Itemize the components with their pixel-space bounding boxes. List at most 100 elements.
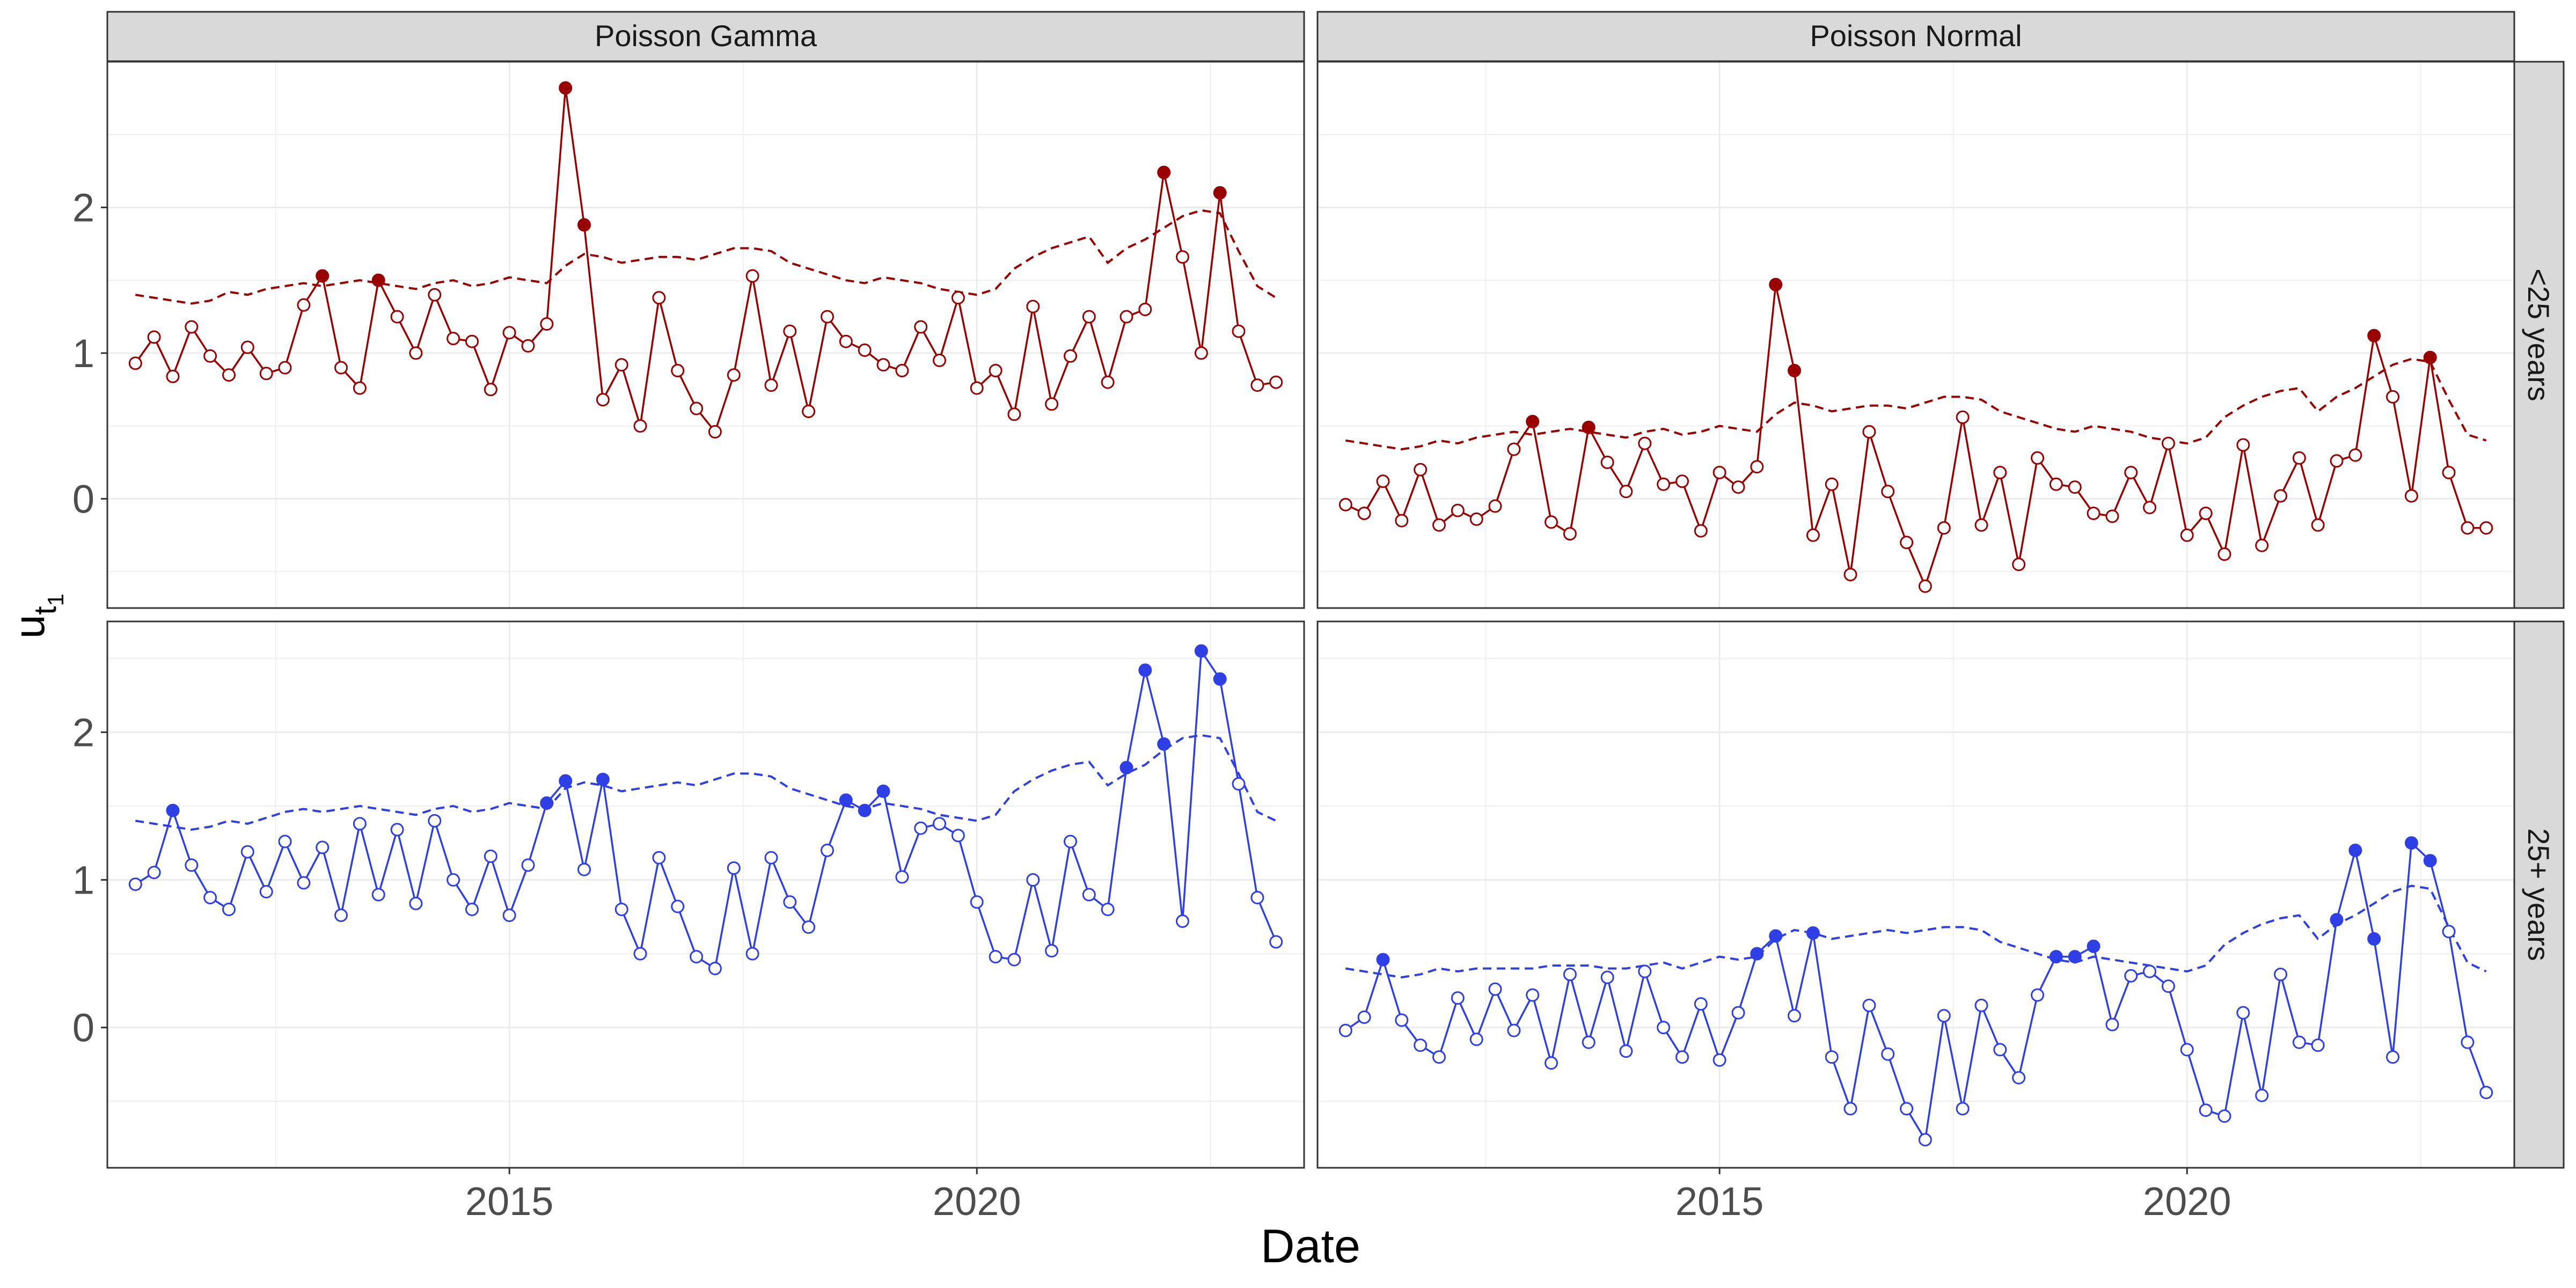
column-strip-label-right: Poisson Normal	[1810, 19, 2022, 53]
data-point	[353, 817, 367, 831]
data-point	[185, 858, 199, 872]
data-point	[1176, 250, 1189, 264]
data-point	[671, 899, 685, 913]
data-point	[764, 851, 778, 865]
data-point	[1937, 521, 1951, 535]
y-axis-title-main: u	[5, 614, 53, 639]
data-point	[1563, 968, 1577, 982]
data-point-exceed	[2049, 950, 2063, 964]
data-point	[1194, 346, 1208, 360]
data-point	[745, 947, 759, 961]
data-point-exceed	[559, 81, 573, 95]
data-point	[1414, 463, 1428, 477]
data-point	[1432, 518, 1446, 532]
data-point	[390, 823, 404, 837]
data-point	[521, 339, 535, 353]
data-point	[1638, 436, 1652, 450]
data-point	[1993, 1043, 2007, 1057]
data-point	[1451, 991, 1465, 1005]
data-point	[2292, 1035, 2306, 1049]
data-point-exceed	[1526, 415, 1540, 428]
data-point	[2143, 501, 2156, 515]
data-point	[2311, 1038, 2325, 1052]
data-point	[1657, 477, 1671, 491]
data-point	[2218, 547, 2231, 561]
data-point	[2068, 480, 2082, 494]
threshold-line	[1345, 884, 2487, 979]
data-point	[614, 903, 628, 916]
data-point-exceed	[1769, 929, 1783, 943]
data-point	[1918, 1133, 1932, 1147]
data-point-exceed	[1213, 186, 1227, 200]
data-point	[1026, 873, 1040, 887]
column-strip-right: Poisson Normal	[1316, 11, 2515, 62]
data-point	[147, 866, 161, 880]
data-point	[2012, 1071, 2026, 1085]
data-point	[895, 364, 909, 377]
data-point	[1881, 485, 1895, 499]
data-point	[2442, 925, 2456, 939]
svg-text:ut1: ut1	[5, 594, 68, 639]
data-point	[428, 814, 442, 828]
series-line	[134, 87, 1276, 434]
data-point-exceed	[1769, 277, 1783, 291]
data-point	[278, 361, 292, 375]
data-point	[1713, 1053, 1726, 1067]
data-point	[1045, 397, 1059, 411]
data-point	[2236, 1006, 2250, 1020]
data-point	[1488, 982, 1502, 996]
data-point	[2031, 988, 2044, 1002]
data-point	[409, 346, 423, 360]
data-point-exceed	[2404, 836, 2418, 850]
data-point	[2442, 466, 2456, 479]
data-point	[708, 962, 722, 976]
data-point	[1657, 1021, 1671, 1035]
series-line	[1345, 840, 2487, 1143]
y-axis-ticks-top: 0 1 2	[72, 185, 107, 521]
data-point	[484, 383, 497, 397]
data-point	[1956, 1102, 1970, 1116]
data-point	[1675, 1050, 1689, 1064]
panel-background	[107, 621, 1304, 1168]
data-point	[2199, 507, 2213, 520]
data-point	[1881, 1047, 1895, 1061]
data-point-exceed	[2087, 939, 2101, 953]
data-point	[633, 419, 647, 433]
data-point	[652, 851, 666, 865]
data-point-exceed	[596, 772, 610, 786]
data-point-exceed	[858, 803, 872, 817]
data-point	[1731, 1006, 1745, 1020]
x-tick-label: 2015	[1675, 1179, 1764, 1224]
threshold-line	[1345, 357, 2487, 451]
data-point	[1451, 503, 1465, 517]
x-tick-label: 2015	[465, 1179, 554, 1224]
data-point	[2461, 1035, 2475, 1049]
data-point	[1395, 514, 1409, 528]
data-point	[1082, 888, 1096, 902]
data-point	[259, 885, 273, 898]
data-point	[297, 876, 311, 890]
threshold-line	[135, 734, 1277, 831]
data-point	[745, 269, 759, 283]
data-point	[802, 405, 816, 418]
data-point	[839, 334, 853, 348]
data-point	[1469, 1033, 1483, 1046]
data-point-exceed	[2423, 854, 2437, 868]
data-point	[596, 393, 610, 407]
data-point	[371, 888, 385, 902]
data-point	[764, 378, 778, 392]
data-point	[821, 310, 834, 324]
data-point	[278, 835, 292, 848]
x-tick-label: 2020	[2143, 1179, 2231, 1224]
data-point	[1619, 1044, 1633, 1058]
data-point	[1843, 568, 1857, 582]
data-point	[2049, 477, 2063, 491]
data-point	[970, 381, 984, 395]
data-point	[821, 844, 834, 857]
data-point	[222, 903, 236, 916]
data-point	[1825, 1050, 1839, 1064]
data-point	[203, 349, 217, 363]
panel-normal-under25	[1316, 61, 2515, 609]
threshold-line	[135, 209, 1277, 305]
data-point	[2105, 1018, 2119, 1031]
